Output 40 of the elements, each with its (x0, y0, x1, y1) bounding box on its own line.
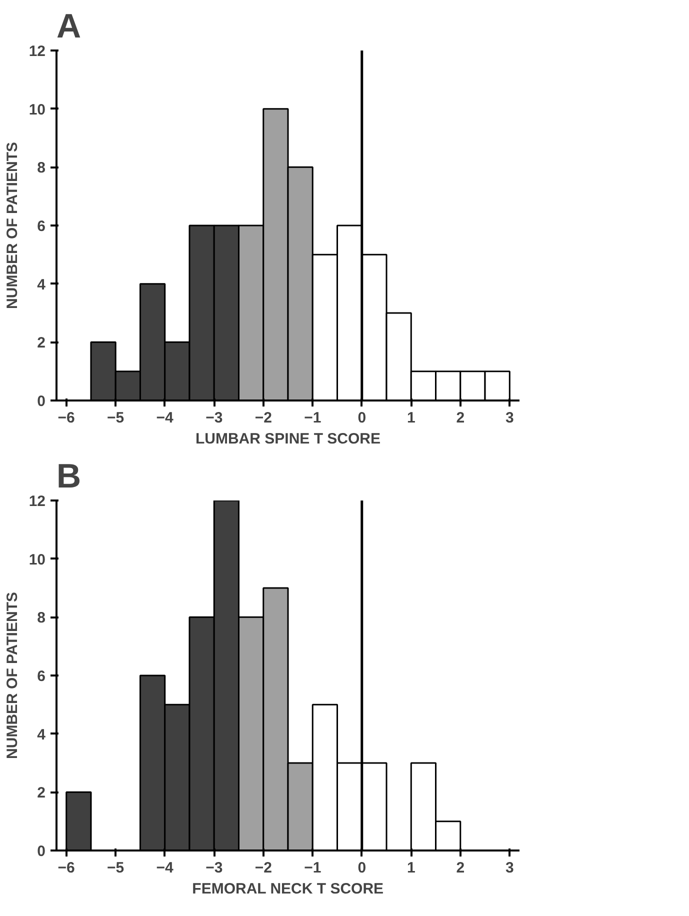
y-tick-label: 4 (37, 726, 46, 744)
x-tick-label: −4 (156, 410, 174, 426)
x-tick-label: 2 (456, 410, 465, 426)
x-tick-label: −1 (304, 410, 322, 426)
y-tick-label: 0 (37, 393, 46, 410)
y-tick-label: 12 (28, 43, 46, 60)
chart-title: B (56, 458, 82, 496)
x-tick-label: −1 (304, 860, 322, 876)
y-tick-label: 0 (37, 843, 46, 860)
x-tick-label: −2 (254, 410, 272, 426)
y-tick-label: 8 (37, 610, 46, 627)
y-tick-label: 12 (28, 493, 46, 510)
x-axis-title: LUMBAR SPINE T SCORE (195, 430, 381, 448)
chart-title: A (56, 8, 82, 46)
y-axis-title: NUMBER OF PATIENTS (4, 142, 21, 309)
x-tick-label: 3 (505, 410, 514, 426)
y-tick-label: 2 (37, 784, 46, 802)
x-tick-label: −3 (206, 410, 223, 426)
y-tick-label: 8 (37, 160, 46, 177)
x-tick-label: 0 (358, 410, 366, 426)
x-tick-label: 0 (358, 860, 366, 876)
x-tick-label: −3 (206, 860, 223, 876)
x-tick-label: 2 (456, 860, 465, 876)
x-tick-label: −2 (254, 860, 272, 876)
y-tick-label: 4 (37, 276, 46, 294)
y-tick-label: 6 (37, 218, 46, 235)
x-axis-title: FEMORAL NECK T SCORE (192, 880, 384, 898)
y-tick-label: 10 (28, 101, 46, 118)
y-tick-label: 2 (37, 334, 46, 352)
x-tick-label: −6 (58, 410, 75, 426)
y-axis-title: NUMBER OF PATIENTS (4, 592, 21, 759)
x-tick-label: 1 (406, 860, 416, 876)
y-tick-label: 6 (37, 668, 46, 685)
x-tick-label: −5 (107, 860, 124, 876)
x-tick-label: 3 (505, 860, 514, 876)
x-tick-label: −6 (58, 860, 75, 876)
x-tick-label: 1 (406, 410, 416, 426)
x-tick-label: −5 (107, 410, 124, 426)
y-tick-label: 10 (28, 551, 46, 568)
x-tick-label: −4 (156, 860, 174, 876)
